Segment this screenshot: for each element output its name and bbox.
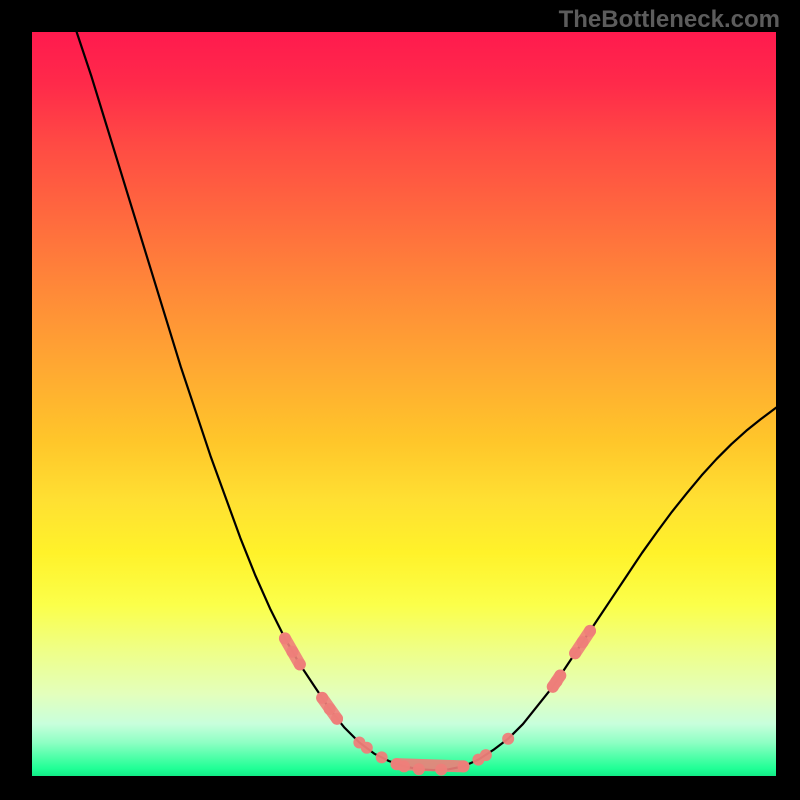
data-marker <box>458 760 470 772</box>
gradient-background <box>32 32 776 776</box>
data-marker <box>361 742 373 754</box>
plot-svg <box>32 32 776 776</box>
data-marker <box>294 658 306 670</box>
plot-area <box>32 32 776 776</box>
data-marker <box>398 760 410 772</box>
data-marker <box>376 751 388 763</box>
data-marker <box>577 636 589 648</box>
watermark-label: TheBottleneck.com <box>559 6 780 34</box>
chart-container: TheBottleneck.com <box>0 0 800 800</box>
data-marker <box>554 670 566 682</box>
data-marker <box>584 625 596 637</box>
data-marker <box>331 713 343 725</box>
data-marker <box>316 692 328 704</box>
data-marker <box>435 764 447 776</box>
data-marker <box>413 763 425 775</box>
data-marker <box>480 749 492 761</box>
data-marker <box>569 647 581 659</box>
data-marker <box>324 703 336 715</box>
data-marker <box>502 733 514 745</box>
data-marker <box>286 646 298 658</box>
data-marker <box>279 632 291 644</box>
